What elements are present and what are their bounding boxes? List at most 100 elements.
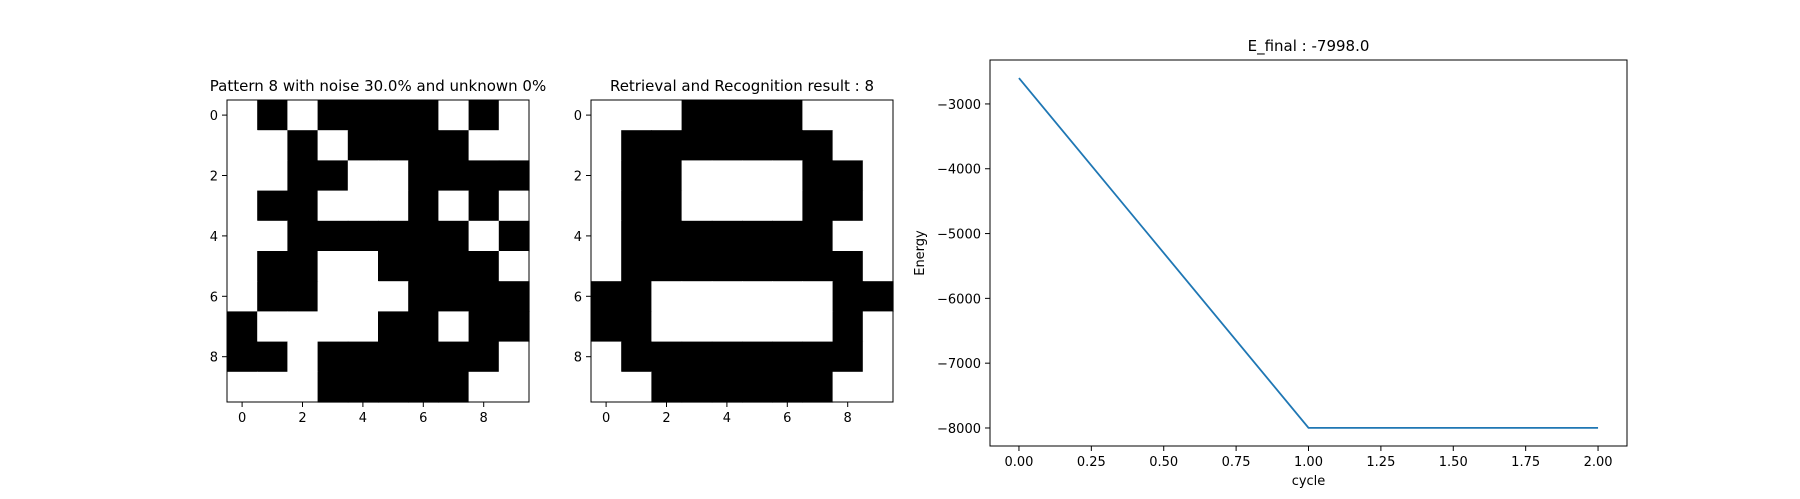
heatmap-cell xyxy=(621,311,652,343)
heatmap-cell xyxy=(591,281,622,312)
heatmap-cell xyxy=(498,190,530,222)
heatmap-cell xyxy=(468,220,500,252)
heatmap-cell xyxy=(621,341,652,373)
heatmap-cell xyxy=(742,341,773,373)
x-tick-label: 0.50 xyxy=(1149,455,1178,470)
y-tick-label: −7000 xyxy=(937,357,981,372)
heatmap-cell xyxy=(711,341,743,373)
heatmap-cell xyxy=(287,311,319,343)
heatmap-cell xyxy=(711,311,743,343)
heatmap-cell xyxy=(711,130,743,161)
heatmap-cell xyxy=(227,130,258,161)
heatmap-cell xyxy=(317,281,349,312)
heatmap-cell xyxy=(802,160,834,192)
heatmap-cell xyxy=(591,190,622,222)
heatmap-cell xyxy=(862,100,894,131)
x-tick-label: 0.75 xyxy=(1222,455,1251,470)
heatmap-cell xyxy=(621,251,652,282)
heatmap-cell xyxy=(408,341,439,373)
heatmap-cell xyxy=(438,100,470,131)
heatmap-cell xyxy=(711,251,743,282)
x-tick-label: 1.00 xyxy=(1294,455,1323,470)
heatmap-cell xyxy=(408,100,439,131)
heatmap-cell xyxy=(317,220,349,252)
heatmap-cell xyxy=(651,190,683,222)
heatmap-cell xyxy=(347,100,379,131)
y-tick-label: 6 xyxy=(574,290,582,305)
x-tick-label: 0 xyxy=(238,411,246,426)
heatmap-cell xyxy=(378,220,409,252)
y-tick-label: 2 xyxy=(574,170,582,185)
heatmap-cell xyxy=(438,311,470,343)
x-tick-label: 1.50 xyxy=(1439,455,1468,470)
heatmap-cell xyxy=(257,341,288,373)
heatmap-cell xyxy=(227,311,258,343)
heatmap-cell xyxy=(862,190,894,222)
heatmap-cell xyxy=(287,100,319,131)
plot-frame xyxy=(226,99,530,403)
heatmap-cell xyxy=(621,100,652,131)
heatmap-cell xyxy=(832,160,864,192)
heatmap-cell xyxy=(862,130,894,161)
heatmap-cell xyxy=(772,311,803,343)
heatmap-cell xyxy=(317,130,349,161)
heatmap-cell xyxy=(802,371,834,403)
heatmap-cell xyxy=(227,190,258,222)
heatmap-cell xyxy=(621,130,652,161)
heatmap-cell xyxy=(287,281,319,312)
heatmap-cell xyxy=(317,371,349,403)
heatmap-cell xyxy=(802,311,834,343)
heatmap-cell xyxy=(468,130,500,161)
heatmap-cell xyxy=(802,281,834,312)
heatmap-cell xyxy=(498,371,530,403)
heatmap-cell xyxy=(287,190,319,222)
heatmap-cell xyxy=(227,371,258,403)
chart-title: E_final : -7998.0 xyxy=(1248,37,1370,56)
heatmap-cell xyxy=(772,251,803,282)
heatmap-cell xyxy=(347,130,379,161)
heatmap-cell xyxy=(621,281,652,312)
heatmap-cell xyxy=(802,100,834,131)
heatmap-cell xyxy=(468,160,500,192)
x-tick-label: 8 xyxy=(480,411,488,426)
heatmap-cell xyxy=(408,371,439,403)
heatmap-cell xyxy=(468,311,500,343)
y-tick-label: 6 xyxy=(210,290,218,305)
heatmap-cell xyxy=(498,100,530,131)
heatmap-cell xyxy=(711,220,743,252)
heatmap-cell xyxy=(317,190,349,222)
heatmap-cell xyxy=(651,251,683,282)
heatmap-cell xyxy=(227,100,258,131)
heatmap-cell xyxy=(681,160,713,192)
y-tick-label: 4 xyxy=(574,230,582,245)
y-tick-label: 8 xyxy=(574,351,582,366)
heatmap-cell xyxy=(468,100,500,131)
y-axis-label: Energy xyxy=(913,230,928,276)
heatmap-cell xyxy=(832,130,864,161)
x-tick-label: 4 xyxy=(723,411,731,426)
heatmap-cell xyxy=(347,281,379,312)
heatmap-cell xyxy=(651,341,683,373)
heatmap-cell xyxy=(227,281,258,312)
heatmap-cell xyxy=(681,130,713,161)
x-tick-label: 0.00 xyxy=(1004,455,1033,470)
x-tick-label: 6 xyxy=(419,411,427,426)
heatmap-cell xyxy=(862,371,894,403)
chart-title: Pattern 8 with noise 30.0% and unknown 0… xyxy=(210,77,546,95)
heatmap-cell xyxy=(257,190,288,222)
heatmap-cell xyxy=(378,190,409,222)
y-tick-label: −4000 xyxy=(937,163,981,178)
heatmap-cell xyxy=(438,341,470,373)
heatmap-cell xyxy=(651,160,683,192)
heatmap-cell xyxy=(832,371,864,403)
heatmap-cell xyxy=(438,281,470,312)
heatmap-cell xyxy=(287,251,319,282)
heatmap-cell xyxy=(287,341,319,373)
heatmap-cell xyxy=(287,220,319,252)
heatmap-cell xyxy=(408,160,439,192)
energy-line-panel: E_final : -7998.0 0.00 0.25 0.50 0.75 1.00 1.2… xyxy=(913,37,1628,489)
heatmap-cell xyxy=(802,190,834,222)
heatmap-cell xyxy=(681,251,713,282)
heatmap-cell xyxy=(438,220,470,252)
